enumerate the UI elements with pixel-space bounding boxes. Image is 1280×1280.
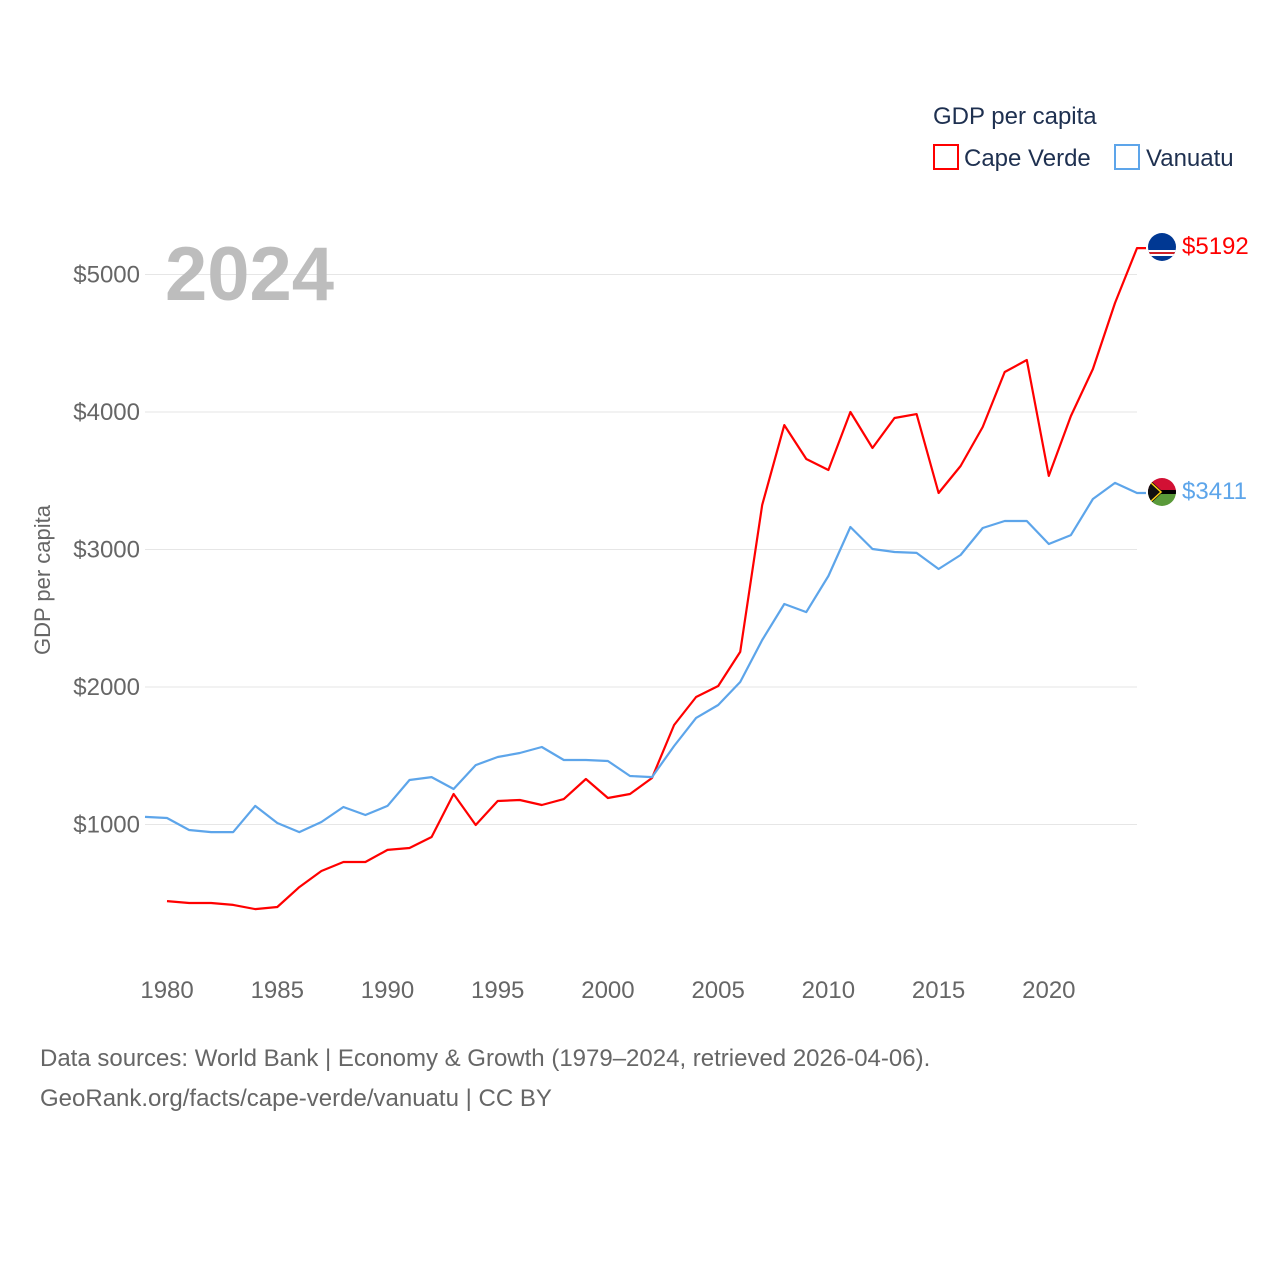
y-axis-label: GDP per capita — [30, 504, 55, 655]
x-tick-label: 1980 — [140, 977, 193, 1004]
legend-label-cape-verde[interactable]: Cape Verde — [964, 145, 1091, 172]
legend-title: GDP per capita — [933, 103, 1097, 130]
gridlines — [145, 274, 1137, 825]
series-line-cape-verde — [166, 247, 1146, 911]
end-label-vanuatu: $3411 — [1182, 478, 1247, 505]
series-lines — [144, 247, 1146, 911]
cape-verde-flag-icon — [1148, 233, 1176, 261]
legend-label-vanuatu[interactable]: Vanuatu — [1146, 145, 1234, 172]
legend-swatch-cape-verde — [933, 144, 959, 170]
x-tick-label: 1985 — [251, 977, 304, 1004]
y-tick-label: $4000 — [73, 399, 140, 426]
x-tick-label: 2020 — [1022, 977, 1075, 1004]
y-tick-label: $5000 — [73, 262, 140, 289]
footer-attribution[interactable]: GeoRank.org/facts/cape-verde/vanuatu | C… — [40, 1085, 552, 1112]
vanuatu-flag-icon — [1148, 478, 1176, 506]
x-tick-label: 2005 — [691, 977, 744, 1004]
x-tick-label: 2015 — [912, 977, 965, 1004]
legend-swatch-vanuatu — [1114, 144, 1140, 170]
x-tick-label: 1990 — [361, 977, 414, 1004]
line-chart: $1000$2000$3000$4000$5000 1980 1985 1990 19… — [30, 103, 1249, 1004]
year-label: 2024 — [165, 232, 334, 317]
x-tick-label: 1995 — [471, 977, 524, 1004]
y-axis: $1000 $2000 $3000 $4000 $5000 — [73, 262, 140, 839]
x-tick-label: 2010 — [802, 977, 855, 1004]
legend: GDP per capita Cape Verde Vanuatu — [933, 103, 1234, 172]
footer-sources: Data sources: World Bank | Economy & Gro… — [40, 1045, 931, 1072]
x-axis: 1980 1985 1990 1995 2000 2005 2010 2015 2020 — [140, 977, 1075, 1004]
y-tick-label: $2000 — [73, 674, 140, 701]
y-tick-label: $1000 — [73, 812, 140, 839]
series-line-vanuatu — [144, 481, 1146, 834]
end-label-cape-verde: $5192 — [1182, 233, 1249, 260]
y-tick-label: $3000 — [73, 537, 140, 564]
x-tick-label: 2000 — [581, 977, 634, 1004]
